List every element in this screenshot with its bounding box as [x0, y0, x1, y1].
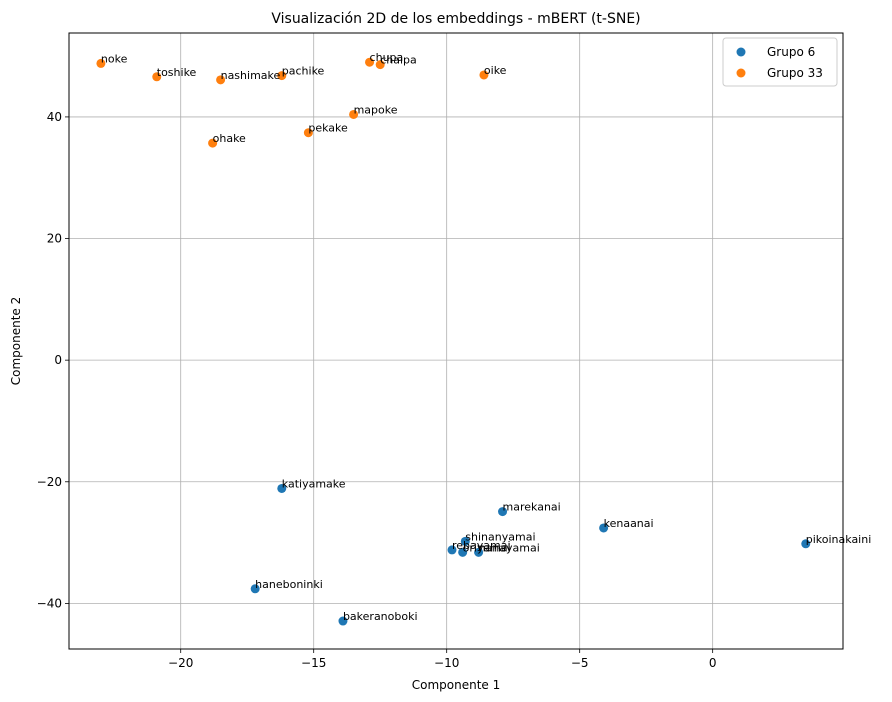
y-axis-label: Componente 2	[9, 297, 23, 386]
point-label-pekake: pekake	[308, 122, 348, 135]
plot-area-frame	[68, 32, 844, 650]
data-point-mapoke	[349, 109, 359, 119]
data-point-rebayamai	[447, 545, 457, 555]
point-label-shinanyamai: shinanyamai	[465, 530, 535, 543]
x-tick-label: −20	[168, 656, 193, 670]
data-points	[96, 57, 811, 626]
point-label-haneboninki: haneboninki	[255, 578, 323, 591]
point-label-pachike: pachike	[282, 65, 325, 78]
data-point-noke	[96, 58, 106, 68]
point-label-nashimake: nashimake	[221, 69, 281, 82]
point-label-marekanai: marekanai	[503, 501, 561, 514]
y-tick-label: 40	[47, 110, 62, 124]
point-label-toshike: toshike	[157, 66, 197, 79]
legend-label-grupo-33: Grupo 33	[767, 66, 823, 80]
point-labels: katiyamake marekanai kenaanai pikoinakaini s…	[101, 51, 871, 623]
point-label-ohake: ohake	[213, 132, 246, 145]
data-point-oriyamai	[458, 547, 468, 557]
data-point-pikoinakaini	[801, 539, 811, 549]
x-tick-label: −5	[571, 656, 589, 670]
y-tick-label: −20	[37, 475, 62, 489]
grid-lines	[69, 33, 843, 649]
data-point-toshike	[152, 72, 162, 82]
legend-marker-grupo-6	[736, 47, 746, 57]
data-point-katiyamake	[277, 483, 287, 493]
x-tick-label: 0	[709, 656, 717, 670]
data-point-nanayamai	[474, 547, 484, 557]
data-point-kenaanai	[599, 523, 609, 533]
point-label-oike: oike	[484, 64, 507, 77]
point-label-katiyamake: katiyamake	[282, 477, 346, 490]
data-point-marekanai	[498, 507, 508, 517]
point-label-kenaanai: kenaanai	[604, 517, 654, 530]
legend-box	[722, 37, 838, 87]
data-point-haneboninki	[250, 584, 260, 594]
axis-ticks: −20 −15 −10 −5 0 −40 −20 0 20 40	[37, 110, 717, 670]
data-point-chaipa	[375, 60, 385, 70]
data-point-nashimake	[216, 75, 226, 85]
point-label-pikoinakaini: pikoinakaini	[806, 533, 872, 546]
data-point-pachike	[277, 71, 287, 81]
chart-title: Visualización 2D de los embeddings - mBE…	[271, 11, 640, 27]
x-axis-label: Componente 1	[412, 678, 501, 692]
data-point-pekake	[303, 128, 313, 138]
point-label-noke: noke	[101, 52, 128, 65]
point-label-oriyamai: oriyamai	[463, 541, 511, 554]
y-tick-label: 20	[47, 232, 62, 246]
y-tick-label: 0	[54, 353, 62, 367]
point-label-nanayamai: nanayamai	[479, 541, 540, 554]
point-label-rebayamai: rebayamai	[452, 539, 511, 552]
point-label-chupa: chupa	[370, 51, 404, 64]
data-point-chupa	[365, 57, 375, 67]
point-label-chaipa: chaipa	[380, 54, 417, 67]
data-point-shinanyamai	[460, 536, 470, 546]
point-label-mapoke: mapoke	[354, 103, 398, 116]
point-label-bakeranoboki: bakeranoboki	[343, 610, 418, 623]
x-tick-label: −15	[301, 656, 326, 670]
legend: Grupo 6 Grupo 33	[722, 37, 838, 87]
data-point-ohake	[208, 138, 218, 148]
data-point-oike	[479, 70, 489, 80]
legend-label-grupo-6: Grupo 6	[767, 45, 815, 59]
y-tick-label: −40	[37, 596, 62, 610]
x-tick-label: −10	[434, 656, 459, 670]
data-point-bakeranoboki	[338, 616, 348, 626]
legend-marker-grupo-33	[736, 68, 746, 78]
